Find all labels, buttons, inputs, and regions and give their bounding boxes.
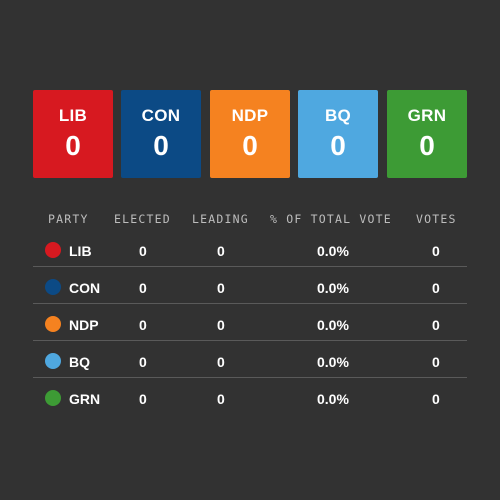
header-percent-total-vote: % OF TOTAL VOTE [270,212,392,226]
table-row: GRN 0 0 0.0% 0 [33,378,467,415]
cell-votes: 0 [432,280,440,296]
cell-votes: 0 [432,243,440,259]
cell-party: LIB [69,243,92,259]
party-color-dot-icon [45,242,61,258]
header-elected: ELECTED [114,212,171,226]
cell-percent-total-vote: 0.0% [317,243,349,259]
cell-leading: 0 [217,243,225,259]
party-card-grn: GRN 0 [387,90,467,178]
cell-leading: 0 [217,280,225,296]
party-color-dot-icon [45,279,61,295]
header-votes: VOTES [416,212,457,226]
party-color-dot-icon [45,316,61,332]
party-card-seat-count: 0 [153,130,169,161]
party-card-seat-count: 0 [330,130,346,161]
cell-party: CON [69,280,101,296]
cell-elected: 0 [139,354,147,370]
party-card-abbr: NDP [231,106,269,125]
cell-elected: 0 [139,391,147,407]
party-color-dot-icon [45,390,61,406]
party-summary-cards: LIB 0 CON 0 NDP 0 BQ 0 GRN 0 [33,90,467,178]
cell-votes: 0 [432,354,440,370]
party-card-abbr: LIB [58,106,88,125]
table-row: CON 0 0 0.0% 0 [33,267,467,304]
table-row: LIB 0 0 0.0% 0 [33,230,467,267]
cell-votes: 0 [432,391,440,407]
table-header: PARTY ELECTED LEADING % OF TOTAL VOTE VO… [33,208,467,230]
cell-elected: 0 [139,317,147,333]
cell-percent-total-vote: 0.0% [317,354,349,370]
header-party: PARTY [48,212,89,226]
party-color-dot-icon [45,353,61,369]
results-table: PARTY ELECTED LEADING % OF TOTAL VOTE VO… [33,208,467,415]
party-card-seat-count: 0 [242,130,258,161]
cell-party: GRN [69,391,101,407]
cell-elected: 0 [139,280,147,296]
party-card-ndp: NDP 0 [210,90,290,178]
cell-leading: 0 [217,391,225,407]
cell-votes: 0 [432,317,440,333]
party-card-abbr: GRN [407,106,447,125]
party-card-bq: BQ 0 [298,90,378,178]
cell-elected: 0 [139,243,147,259]
cell-percent-total-vote: 0.0% [317,280,349,296]
party-card-seat-count: 0 [419,130,435,161]
table-row: BQ 0 0 0.0% 0 [33,341,467,378]
cell-percent-total-vote: 0.0% [317,391,349,407]
cell-party: BQ [69,354,90,370]
party-card-abbr: CON [141,106,181,125]
party-card-con: CON 0 [121,90,201,178]
party-card-seat-count: 0 [65,130,81,161]
header-leading: LEADING [192,212,249,226]
cell-leading: 0 [217,317,225,333]
cell-party: NDP [69,317,99,333]
cell-leading: 0 [217,354,225,370]
table-row: NDP 0 0 0.0% 0 [33,304,467,341]
party-card-abbr: BQ [324,106,352,125]
party-card-lib: LIB 0 [33,90,113,178]
cell-percent-total-vote: 0.0% [317,317,349,333]
